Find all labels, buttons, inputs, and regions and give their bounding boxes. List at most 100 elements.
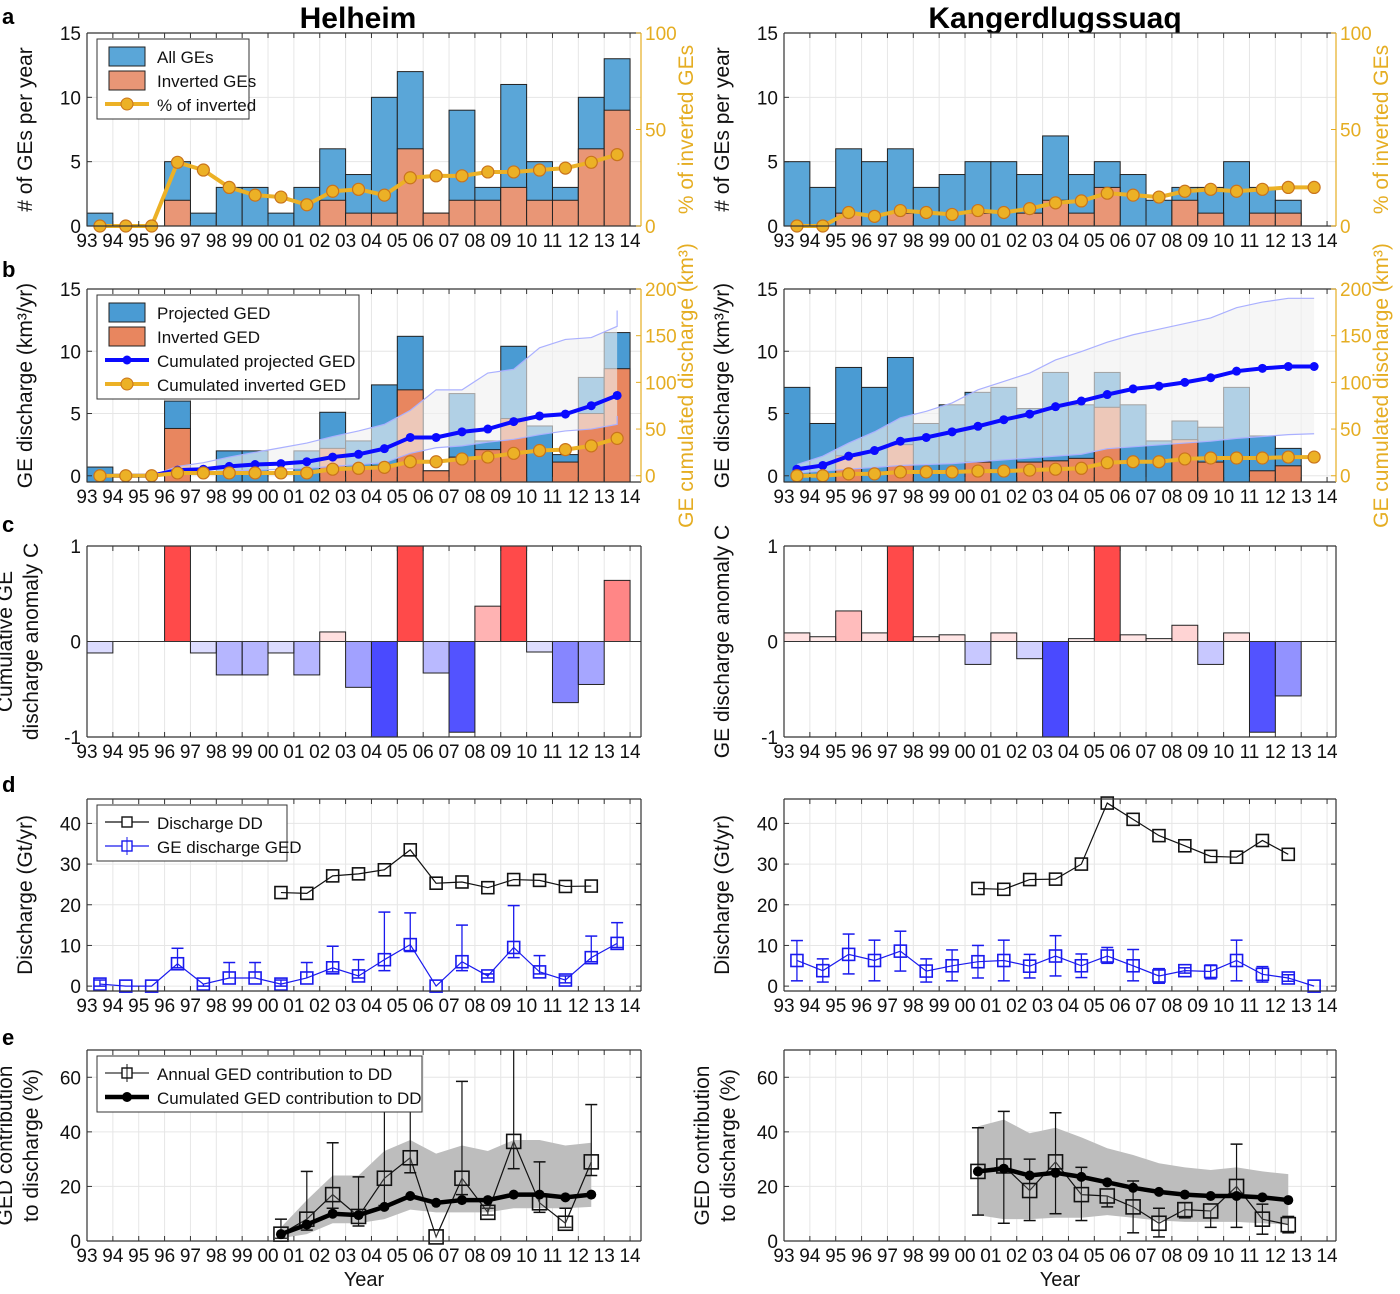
x-tick-label: 03 [335, 231, 356, 252]
x-tick-label: 01 [283, 231, 304, 252]
x-tick-label: 11 [1240, 487, 1260, 508]
x-tick-label: 96 [851, 996, 872, 1017]
x-tick-label: 09 [490, 487, 511, 508]
cumulated-inverted-point [248, 466, 262, 480]
pct-inverted-point [429, 169, 443, 183]
x-tick-label: 96 [154, 1246, 175, 1267]
x-tick-label: 94 [102, 996, 124, 1017]
x-tick-label: 00 [954, 996, 975, 1017]
legend-label: All GEs [157, 48, 214, 67]
y2-tick-label: 0 [645, 467, 656, 488]
ged-marker [1203, 964, 1218, 979]
x-tick-label: 99 [929, 742, 950, 763]
x-tick-label: 01 [980, 742, 1001, 763]
cumulated-inverted-point [816, 469, 830, 483]
dd-marker [274, 885, 288, 900]
x-tick-label: 94 [102, 1246, 124, 1267]
legend-label: Cumulated inverted GED [157, 376, 346, 395]
dd-marker [997, 882, 1011, 897]
cumulated-point [275, 1229, 286, 1240]
y2-tick-label: 50 [645, 420, 666, 441]
x-tick-label: 97 [877, 996, 898, 1017]
dd-marker [481, 880, 495, 895]
cumulated-inverted-point [1307, 450, 1321, 464]
y-tick-label: -1 [761, 728, 778, 749]
panel-letter-c: c [2, 512, 14, 537]
ged-marker [867, 953, 882, 968]
x-tick-label: 99 [929, 487, 950, 508]
cumulated-point [586, 1189, 597, 1200]
pct-inverted-point [481, 165, 495, 179]
cumulated-inverted-point [300, 466, 314, 480]
y-tick-label: 20 [60, 896, 81, 917]
bar-all [267, 212, 295, 227]
ged-marker [610, 936, 624, 951]
x-tick-label: 98 [903, 487, 924, 508]
cumulated-projected-point [379, 444, 389, 454]
x-tick-label: 00 [954, 231, 975, 252]
x-tick-label: 09 [490, 1246, 511, 1267]
x-tick-label: 00 [257, 742, 278, 763]
x-tick-label: 05 [387, 231, 408, 252]
y-tick-label: 60 [60, 1068, 81, 1089]
cumulated-inverted-point [507, 446, 521, 460]
x-tick-label: 93 [773, 231, 794, 252]
cumulated-projected-point [457, 427, 467, 437]
cumulated-point [1128, 1182, 1139, 1193]
dd-marker [429, 876, 443, 891]
band-upper-line [796, 297, 1315, 466]
x-tick-label: 02 [309, 1246, 330, 1267]
pct-inverted-point [584, 155, 598, 169]
annual-marker [480, 1204, 496, 1221]
x-tick-label: 07 [438, 1246, 459, 1267]
x-tick-label: 03 [1032, 1246, 1053, 1267]
x-tick-label: 14 [619, 487, 641, 508]
x-tick-label: 05 [1084, 231, 1105, 252]
cumulated-projected-point [586, 401, 596, 411]
x-tick-label: 96 [154, 996, 175, 1017]
ged-marker [325, 961, 340, 975]
x-tick-label: 95 [825, 996, 846, 1017]
x-tick-label: 06 [413, 231, 434, 252]
x-tick-label: 09 [1187, 742, 1208, 763]
cumulated-point [353, 1210, 364, 1221]
x-tick-label: 02 [309, 231, 330, 252]
cumulated-inverted-point [1100, 456, 1114, 470]
ged-marker [1281, 971, 1296, 985]
x-tick-label: 97 [877, 1246, 898, 1267]
cumulated-inverted-point [1229, 451, 1244, 465]
pct-inverted-point [196, 163, 210, 177]
annual-line [977, 1160, 1289, 1226]
x-tick-label: 12 [1265, 742, 1286, 763]
y-tick-label: 10 [757, 88, 778, 109]
pct-inverted-point [170, 155, 185, 169]
y2-tick-label: 0 [645, 217, 656, 238]
cumulated-projected-point [354, 449, 364, 459]
x-tick-label: 11 [543, 487, 563, 508]
pct-inverted-point [222, 180, 236, 194]
ged-marker [584, 950, 599, 965]
x-tick-label: 12 [568, 1246, 589, 1267]
x-tick-label: 94 [799, 487, 821, 508]
x-tick-label: 98 [903, 1246, 924, 1267]
annual-marker [1280, 1216, 1297, 1233]
x-tick-label: 10 [516, 1246, 537, 1267]
x-tick-label: 08 [464, 996, 485, 1017]
cumulated-inverted-point [274, 466, 288, 480]
anomaly-bar-positive [1119, 634, 1147, 643]
cumulated-inverted-point [919, 465, 933, 479]
y-tick-label: 15 [757, 24, 778, 45]
legend: All GEs Inverted GEs % of inverted [96, 38, 256, 120]
ged-marker [945, 958, 959, 973]
panel-letter-e: e [2, 1025, 14, 1050]
cumulated-projected-point [973, 421, 983, 431]
x-tick-label: 96 [851, 1246, 872, 1267]
ged-marker [222, 971, 237, 985]
cumulated-inverted-point [610, 431, 624, 445]
y-axis-label: GE discharge (km³/yr) [711, 283, 734, 488]
x-tick-label: 14 [619, 1246, 641, 1267]
x-tick-label: 94 [102, 742, 124, 763]
cumulated-projected-point [870, 446, 880, 456]
y2-tick-label: 150 [1340, 327, 1372, 348]
cumulated-projected-point [405, 432, 415, 442]
